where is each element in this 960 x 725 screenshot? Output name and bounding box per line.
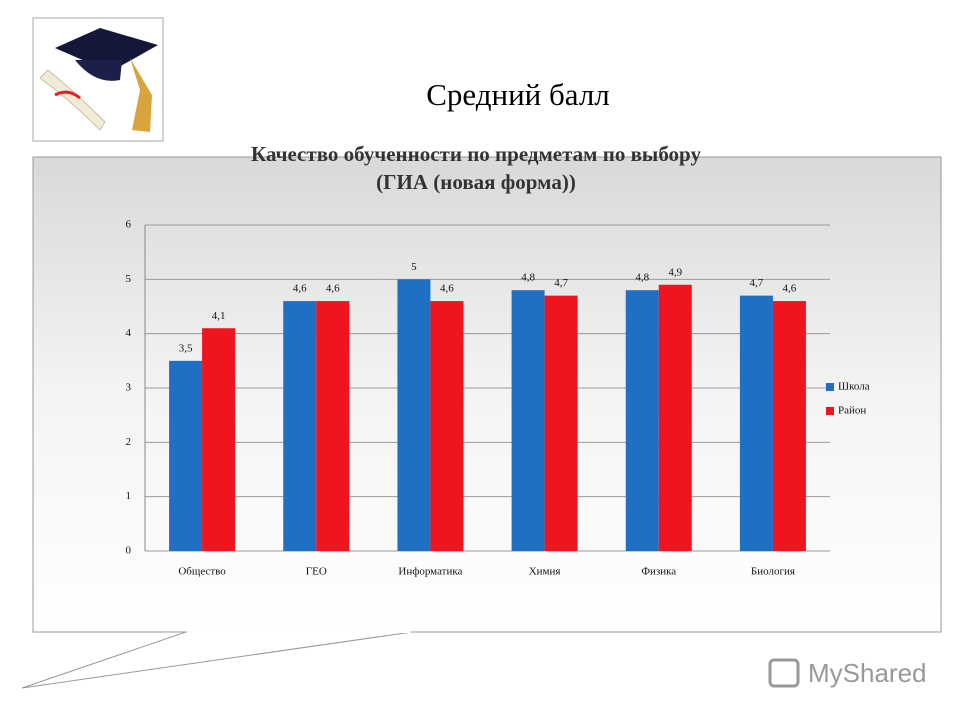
y-tick-label: 4 xyxy=(126,327,132,339)
bar xyxy=(658,284,692,551)
bar xyxy=(430,301,464,551)
value-label: 4,1 xyxy=(212,310,226,322)
x-tick-label: Химия xyxy=(529,566,561,578)
legend-label: Школа xyxy=(838,381,870,393)
bar xyxy=(739,295,773,551)
x-tick-label: Информатика xyxy=(398,566,462,578)
y-tick-label: 0 xyxy=(126,545,132,557)
value-label: 4,8 xyxy=(521,272,535,284)
value-label: 4,9 xyxy=(668,266,682,278)
legend-swatch xyxy=(826,407,834,415)
callout-tail xyxy=(21,631,413,689)
bar xyxy=(625,290,659,551)
y-tick-label: 1 xyxy=(126,490,132,502)
value-label: 4,6 xyxy=(440,283,454,295)
y-tick-label: 5 xyxy=(126,273,132,285)
value-label: 5 xyxy=(411,261,417,273)
bar xyxy=(283,301,317,551)
bar xyxy=(544,295,578,551)
value-label: 4,6 xyxy=(783,283,797,295)
bar xyxy=(316,301,350,551)
value-label: 3,5 xyxy=(179,342,193,354)
bar xyxy=(397,279,431,551)
slide-title: Средний балл xyxy=(426,77,610,112)
plot: 0 1 2 3 4 5 6 Общество 3,5 4,1 ГЕО 4,6 4,6 Информатик… xyxy=(126,219,870,578)
watermark: MyShared xyxy=(808,658,927,688)
legend-label: Район xyxy=(838,405,866,417)
value-label: 4,7 xyxy=(554,277,568,289)
x-tick-label: ГЕО xyxy=(306,566,327,578)
y-tick-label: 3 xyxy=(126,382,132,394)
x-tick-label: Биология xyxy=(751,566,795,578)
x-tick-label: Физика xyxy=(641,566,676,578)
bar xyxy=(511,290,545,551)
chart-title: Качество обученности по предметам по выб… xyxy=(251,142,701,166)
value-label: 4,6 xyxy=(293,283,307,295)
bar xyxy=(169,360,203,551)
bar xyxy=(202,328,236,551)
bar xyxy=(772,301,806,551)
value-label: 4,7 xyxy=(750,277,764,289)
watermark-logo xyxy=(768,658,800,688)
y-tick-label: 2 xyxy=(126,436,132,448)
value-label: 4,8 xyxy=(635,272,649,284)
y-tick-label: 6 xyxy=(126,219,132,231)
chart-title: (ГИА (новая форма)) xyxy=(376,170,576,194)
x-tick-label: Общество xyxy=(178,566,226,578)
graduation-icon xyxy=(32,17,164,142)
value-label: 4,6 xyxy=(326,283,340,295)
legend-swatch xyxy=(826,383,834,391)
